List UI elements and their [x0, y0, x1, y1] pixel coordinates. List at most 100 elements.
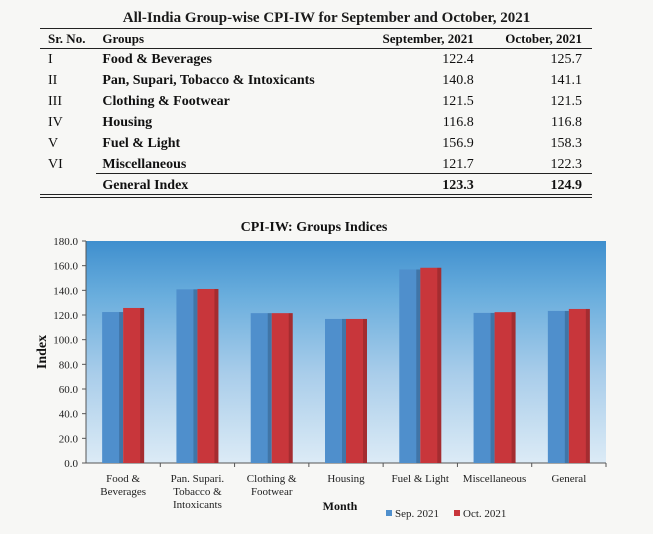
row-oct-value: 125.7: [550, 51, 583, 67]
general-index-row: General Index 123.3 124.9: [40, 175, 592, 197]
x-tick-label: Intoxicants: [173, 499, 222, 511]
y-tick-label: 120.0: [53, 310, 78, 322]
bar-oct-2021: [420, 267, 442, 463]
y-tick-label: 140.0: [53, 285, 78, 297]
x-tick-label: Fuel & Light: [392, 473, 449, 485]
table-header-row: Sr. No. Groups September, 2021 October, …: [40, 29, 592, 49]
row-group: Fuel & Light: [102, 135, 181, 151]
bar-oct-2021: [346, 318, 367, 463]
row-sr: IV: [48, 114, 63, 130]
bar-shade: [267, 313, 272, 463]
table-top-rule: [40, 28, 592, 29]
general-index-oct: 124.9: [550, 178, 583, 193]
bar-sep-2021: [399, 269, 421, 463]
cpi-table: Sr. No. Groups September, 2021 October, …: [40, 29, 592, 197]
row-sr: II: [48, 72, 58, 88]
row-sep-value: 121.5: [442, 93, 474, 109]
bar-sep-2021: [547, 310, 569, 463]
y-tick-label: 80.0: [59, 359, 79, 371]
bar-shade: [585, 308, 590, 463]
row-oct-value: 141.1: [550, 72, 583, 88]
header-october: October, 2021: [505, 31, 582, 46]
x-tick-label: Beverages: [100, 486, 146, 498]
row-group: Miscellaneous: [102, 156, 187, 172]
cpi-bar-chart: CPI-IW: Groups Indices 0.0 20.0 40.0 60.0 80…: [35, 220, 607, 520]
bar-shade: [416, 269, 421, 463]
table-bottom-rule-2: [40, 197, 592, 198]
general-index-sep: 123.3: [442, 178, 474, 193]
y-tick-label: 60.0: [59, 384, 79, 396]
bars-group: [102, 267, 590, 463]
x-tick-label: Clothing &: [247, 473, 297, 485]
general-index-label: General Index: [102, 178, 189, 193]
bar-shade: [564, 310, 569, 463]
x-tick-label: General: [551, 473, 586, 485]
bar-oct-2021: [494, 312, 516, 463]
table-row: I Food & Beverages 122.4 125.7: [40, 49, 592, 70]
bar-sep-2021: [102, 312, 124, 463]
x-tick-label: Miscellaneous: [463, 473, 527, 485]
bar-shade: [214, 288, 219, 463]
row-sr: V: [48, 135, 59, 151]
y-tick-label: 180.0: [53, 236, 78, 248]
x-tick-label: Footwear: [251, 486, 293, 498]
bar-shade: [511, 312, 516, 463]
bar-oct-2021: [123, 307, 145, 463]
general-index-top-rule: [96, 173, 592, 174]
row-oct-value: 116.8: [551, 114, 582, 130]
row-group: Clothing & Footwear: [102, 93, 230, 109]
bar-shade: [342, 318, 346, 463]
row-sep-value: 116.8: [442, 114, 474, 130]
y-tick-label: 20.0: [59, 433, 79, 445]
chart-container: CPI-IW: Groups Indices 0.0 20.0 40.0 60.0 80…: [0, 212, 653, 529]
x-tick-label: Housing: [327, 473, 365, 485]
x-tick-label: Tobacco &: [173, 486, 222, 498]
legend-label: Oct. 2021: [463, 508, 506, 520]
x-tick-label: Pan. Supari.: [171, 473, 225, 485]
bar-shade: [140, 307, 145, 463]
bar-sep-2021: [325, 318, 346, 463]
table-row: III Clothing & Footwear 121.5 121.5: [40, 91, 592, 112]
bar-oct-2021: [197, 288, 219, 463]
table-row: II Pan, Supari, Tobacco & Intoxicants 14…: [40, 70, 592, 91]
x-axis-labels: Food &Beverages Pan. Supari.Tobacco &Into…: [100, 463, 607, 511]
row-sep-value: 122.4: [442, 51, 474, 67]
bar-sep-2021: [250, 313, 272, 463]
y-tick-label: 40.0: [59, 409, 79, 421]
legend-swatch: [386, 510, 392, 516]
row-sep-value: 121.7: [442, 156, 474, 172]
y-axis-title: Index: [35, 335, 50, 369]
x-tick-label: Food &: [106, 473, 140, 485]
chart-title: CPI-IW: Groups Indices: [241, 220, 388, 235]
bar-oct-2021: [271, 313, 293, 463]
bar-shade: [363, 318, 367, 463]
row-sr: I: [48, 51, 53, 67]
table-row: IV Housing 116.8 116.8: [40, 112, 592, 133]
row-oct-value: 158.3: [550, 135, 583, 151]
table-row: VI Miscellaneous 121.7 122.3: [40, 154, 592, 175]
row-sep-value: 156.9: [442, 135, 474, 151]
row-group: Food & Beverages: [102, 51, 213, 67]
table-bottom-rule-1: [40, 194, 592, 195]
y-tick-label: 100.0: [53, 335, 78, 347]
row-sr: VI: [48, 156, 63, 172]
bar-sep-2021: [473, 312, 495, 463]
row-sr: III: [48, 93, 62, 109]
legend-label: Sep. 2021: [395, 508, 439, 520]
bar-shade: [490, 312, 495, 463]
row-oct-value: 122.3: [550, 156, 583, 172]
bar-oct-2021: [568, 308, 590, 463]
row-oct-value: 121.5: [550, 93, 583, 109]
table-header-rule: [40, 48, 592, 49]
x-axis-title: Month: [323, 499, 358, 513]
row-group: Pan, Supari, Tobacco & Intoxicants: [102, 72, 315, 88]
legend-swatch: [454, 510, 460, 516]
row-group: Housing: [102, 114, 153, 130]
document-title: All-India Group-wise CPI-IW for Septembe…: [122, 10, 531, 26]
bar-shade: [119, 312, 124, 463]
row-sep-value: 140.8: [442, 72, 474, 88]
header-sr-no: Sr. No.: [48, 31, 86, 46]
bar-shade: [437, 267, 442, 463]
y-tick-label: 0.0: [64, 458, 78, 470]
header-groups: Groups: [102, 31, 145, 46]
